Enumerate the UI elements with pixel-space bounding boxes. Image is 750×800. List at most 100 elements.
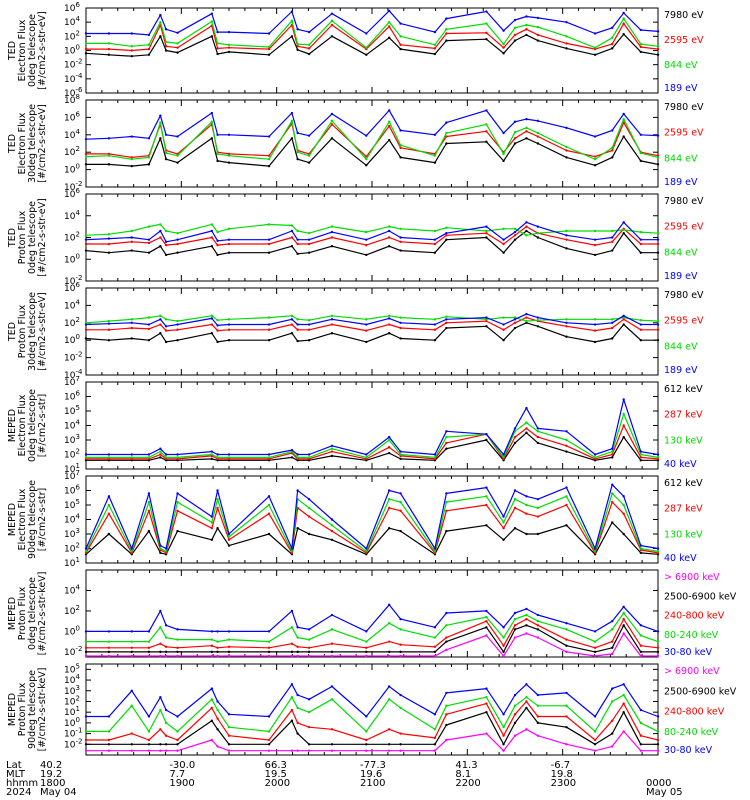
y-tick-label: 103 (64, 527, 80, 540)
data-point (210, 706, 214, 710)
y-tick-label: 102 (64, 145, 80, 158)
data-point (210, 527, 214, 530)
data-point (622, 323, 625, 326)
data-point (290, 229, 294, 233)
data-point (227, 50, 231, 54)
legend-entry: 612 keV (664, 384, 703, 395)
data-point (565, 247, 568, 250)
data-point (330, 323, 334, 326)
data-point (536, 515, 540, 518)
data-point (307, 30, 311, 34)
data-point (387, 489, 391, 492)
data-point (622, 512, 625, 515)
data-point (387, 225, 391, 228)
data-point (387, 743, 391, 746)
data-point (536, 430, 540, 433)
data-point (399, 492, 402, 495)
data-point (290, 323, 294, 326)
data-point (611, 149, 614, 152)
data-point (296, 645, 299, 648)
data-point (622, 17, 625, 20)
footer-hhmm-value: 1800 (40, 778, 66, 789)
data-point (210, 323, 214, 326)
data-point (387, 728, 391, 731)
data-point (433, 547, 437, 550)
data-point (330, 444, 334, 447)
data-point (290, 137, 294, 140)
data-point (387, 109, 391, 112)
data-point (107, 654, 111, 658)
data-point (513, 238, 517, 241)
data-point (147, 529, 151, 533)
data-point (107, 163, 111, 166)
data-point (445, 315, 448, 318)
data-point (365, 329, 368, 332)
data-point (84, 650, 88, 654)
data-point (164, 151, 168, 155)
legend-entry: 30-80 keV (664, 745, 713, 756)
data-point (107, 495, 111, 498)
data-point (216, 654, 219, 658)
data-point (290, 111, 294, 115)
y-tick-label: 104 (64, 298, 80, 311)
footer-hhmm-value: 0000 (646, 778, 672, 789)
data-point (399, 144, 402, 147)
data-point (433, 154, 437, 157)
data-point (536, 628, 540, 631)
data-point (399, 654, 402, 658)
data-point (639, 230, 643, 234)
footer-label-mlt: MLT (6, 769, 25, 780)
data-point (296, 706, 299, 710)
data-point (485, 130, 488, 133)
data-point (445, 430, 448, 433)
data-point (387, 650, 391, 654)
y-tick-label: 103 (64, 433, 80, 446)
data-point (267, 512, 271, 515)
data-point (210, 654, 214, 658)
data-point (210, 314, 214, 318)
data-point (525, 512, 528, 515)
data-point (330, 123, 334, 126)
data-point (513, 721, 517, 725)
y-axis-label: MEPEDProton Flux0deg telescope[#/cm2-s-s… (7, 572, 48, 656)
data-point (210, 650, 214, 654)
data-point (611, 719, 614, 722)
data-point (176, 638, 179, 641)
data-point (176, 646, 179, 649)
data-point (399, 732, 402, 735)
data-point (164, 243, 168, 247)
data-point (159, 323, 162, 326)
data-point (164, 229, 168, 233)
data-point (147, 640, 151, 643)
data-point (525, 431, 528, 434)
data-point (216, 318, 219, 322)
data-point (107, 453, 111, 456)
data-point (130, 640, 133, 643)
data-point (216, 324, 219, 327)
data-point (330, 332, 334, 335)
data-point (485, 318, 488, 321)
data-point (130, 654, 133, 658)
data-point (502, 227, 505, 230)
data-point (656, 242, 660, 246)
data-point (365, 743, 368, 746)
data-point (296, 339, 299, 343)
data-point (611, 732, 614, 735)
data-point (593, 550, 597, 553)
legend-entry: 2595 eV (664, 35, 704, 46)
data-point (296, 626, 299, 629)
data-point (307, 710, 311, 714)
data-point (330, 685, 334, 688)
legend-entry: 2500-6900 keV (664, 591, 737, 602)
panel-frame (85, 99, 659, 188)
data-point (210, 457, 214, 461)
data-point (307, 743, 311, 746)
series-line-2595-ev (86, 121, 659, 158)
data-point (330, 654, 334, 658)
data-point (502, 238, 505, 241)
panel-frame (85, 569, 659, 658)
data-point (227, 238, 231, 241)
data-point (433, 161, 437, 164)
data-point (107, 42, 111, 45)
data-point (296, 456, 299, 459)
